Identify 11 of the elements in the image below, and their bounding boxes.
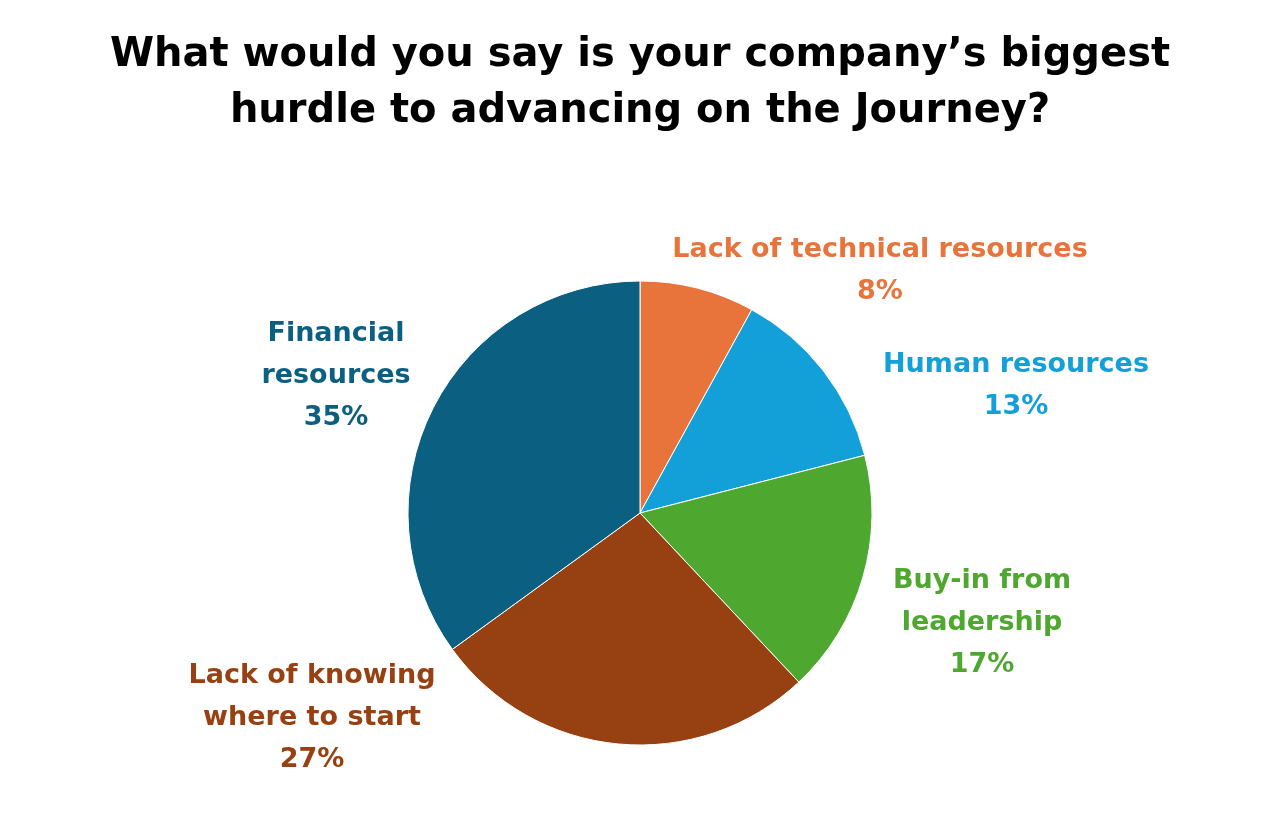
data-label: 17% (949, 647, 1015, 678)
slice-label: Financial resources (261, 316, 411, 389)
slice-label: Lack of technical resources (672, 232, 1088, 263)
slice-label: Buy-in from leadership (892, 563, 1072, 636)
data-label: 35% (303, 400, 369, 431)
data-label: 13% (983, 389, 1049, 420)
slice-label: Lack of knowing where to start (188, 658, 436, 731)
data-label: 27% (279, 742, 345, 773)
data-label: 8% (857, 274, 903, 305)
slice-label: Human resources (883, 347, 1149, 378)
chart-title: What would you say is your company’s biggest hurdle to advancing on the Journey? (109, 29, 1171, 131)
